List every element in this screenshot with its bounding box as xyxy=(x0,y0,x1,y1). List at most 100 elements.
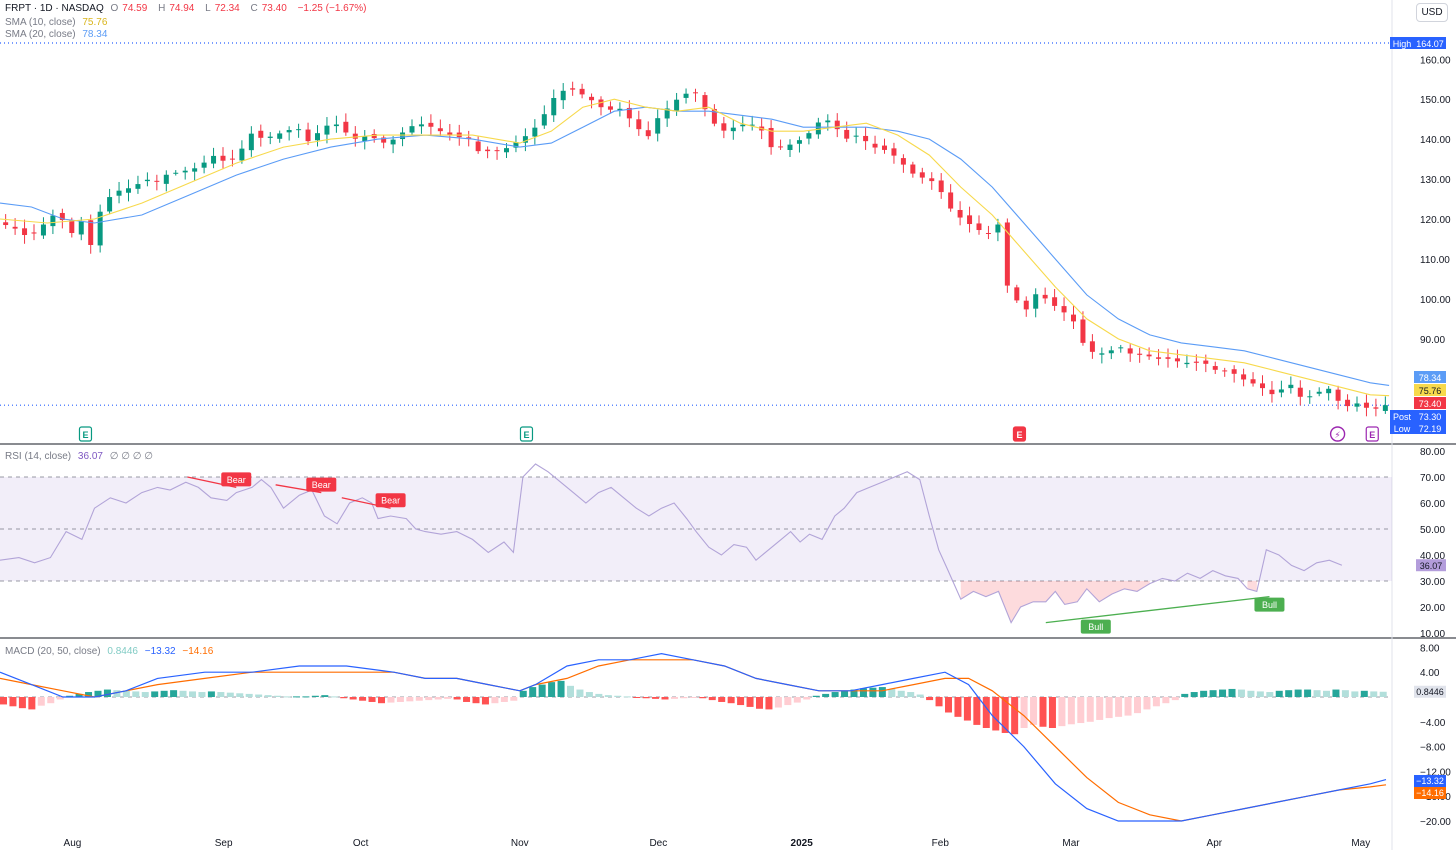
histogram-bar xyxy=(567,685,574,697)
histogram-bar xyxy=(396,697,404,702)
histogram-bar xyxy=(1247,690,1255,697)
candle xyxy=(1231,369,1237,374)
candle xyxy=(371,134,377,139)
candle xyxy=(806,133,812,139)
histogram-bar xyxy=(1171,697,1179,701)
histogram-bar xyxy=(132,691,140,697)
event-marker-label: E xyxy=(1369,430,1375,440)
x-tick-label: May xyxy=(1351,838,1370,849)
price-tag-bg xyxy=(1414,384,1446,396)
macd-legend[interactable]: MACD (20, 50, close) 0.8446 −13.32 −14.1… xyxy=(5,646,217,657)
histogram-bar xyxy=(1030,697,1038,725)
candle xyxy=(1326,388,1332,394)
histogram-bar xyxy=(945,697,952,713)
rsi-oversold-fill xyxy=(960,581,1150,623)
histogram-bar xyxy=(1105,697,1113,719)
histogram-bar xyxy=(1124,697,1132,716)
rsi-tick-label: 60.00 xyxy=(1420,499,1445,510)
candle xyxy=(825,120,831,123)
histogram-bar xyxy=(746,697,754,707)
candle xyxy=(78,221,84,235)
candle xyxy=(617,108,623,111)
earnings-icon xyxy=(1365,426,1379,442)
histogram-bar xyxy=(982,697,990,728)
candle xyxy=(12,226,18,229)
histogram-bar xyxy=(122,690,130,697)
price-tag: Post 73.30 xyxy=(1390,410,1446,422)
currency-button[interactable]: USD xyxy=(1416,3,1448,22)
histogram-bar xyxy=(831,692,839,697)
candle xyxy=(485,149,491,152)
candle xyxy=(1080,319,1086,343)
macd-value-tag: −14.16 xyxy=(1416,788,1444,798)
candle xyxy=(1071,314,1076,322)
candle xyxy=(277,133,283,139)
candle xyxy=(863,135,869,142)
histogram-bar xyxy=(859,688,867,697)
histogram-bar xyxy=(793,697,801,703)
candle xyxy=(919,172,925,178)
histogram-bar xyxy=(680,697,688,699)
sma20-line xyxy=(0,106,1390,386)
price-tag: 75.76 xyxy=(1414,384,1446,396)
sma10-label: SMA (10, close) xyxy=(5,17,76,28)
candle xyxy=(1165,357,1171,359)
candle xyxy=(1137,353,1143,355)
price-tag-bg xyxy=(1414,410,1446,422)
candle xyxy=(1382,405,1388,411)
symbol-label[interactable]: FRPT · 1D · NASDAQ xyxy=(5,3,104,14)
candle xyxy=(1127,348,1133,354)
candle xyxy=(636,119,642,130)
candle xyxy=(551,98,557,116)
histogram-bar xyxy=(1323,690,1330,697)
x-tick-label: Sep xyxy=(215,838,233,849)
price-legend: FRPT · 1D · NASDAQ O 74.59 H 74.94 L 72.34 … xyxy=(5,3,371,14)
histogram-bar xyxy=(198,692,206,697)
earnings-icon xyxy=(78,426,93,442)
candle xyxy=(1099,353,1105,355)
price-tag: Low 72.19 xyxy=(1390,422,1446,434)
histogram-bar xyxy=(255,694,263,697)
sma20-value: 78.34 xyxy=(82,29,108,40)
x-tick-label: Nov xyxy=(511,838,529,849)
histogram-bar xyxy=(652,697,660,699)
histogram-bar xyxy=(189,691,196,697)
histogram-bar xyxy=(1162,697,1170,704)
earnings-icon xyxy=(1012,426,1027,442)
histogram-bar xyxy=(1332,689,1340,697)
histogram-bar xyxy=(973,697,981,725)
candle xyxy=(721,123,727,131)
histogram-bar xyxy=(907,692,915,697)
histogram-bar xyxy=(954,697,962,717)
candle xyxy=(437,128,443,132)
sma20-legend[interactable]: SMA (20, close) 78.34 xyxy=(5,29,111,40)
histogram-bar xyxy=(1200,690,1208,697)
price-tag-label-bg xyxy=(1390,410,1414,422)
candle xyxy=(532,127,538,137)
sma10-legend[interactable]: SMA (10, close) 75.76 xyxy=(5,17,111,28)
candle xyxy=(711,108,717,124)
divergence-label: Bear xyxy=(227,475,246,485)
candle xyxy=(220,155,226,161)
histogram-bar xyxy=(368,697,376,702)
histogram-bar xyxy=(803,697,811,700)
x-tick-label: 2025 xyxy=(791,838,814,849)
rsi-legend[interactable]: RSI (14, close) 36.07 ∅ ∅ ∅ ∅ xyxy=(5,451,157,462)
histogram-bar xyxy=(661,697,669,700)
macd-line-value: −13.32 xyxy=(144,646,176,657)
candle xyxy=(796,140,802,144)
histogram-bar xyxy=(812,695,820,697)
sma10-line xyxy=(0,98,1390,397)
rsi-label: RSI (14, close) xyxy=(5,451,72,462)
price-tag-value: 164.07 xyxy=(1416,39,1444,49)
x-tick-label: Feb xyxy=(932,838,950,849)
candle xyxy=(116,190,122,196)
earnings-icon xyxy=(519,426,534,442)
histogram-bar xyxy=(1360,690,1368,697)
histogram-bar xyxy=(245,693,253,697)
candle xyxy=(390,139,396,145)
histogram-bar xyxy=(75,693,83,697)
candle xyxy=(976,223,982,231)
candle xyxy=(929,178,935,182)
